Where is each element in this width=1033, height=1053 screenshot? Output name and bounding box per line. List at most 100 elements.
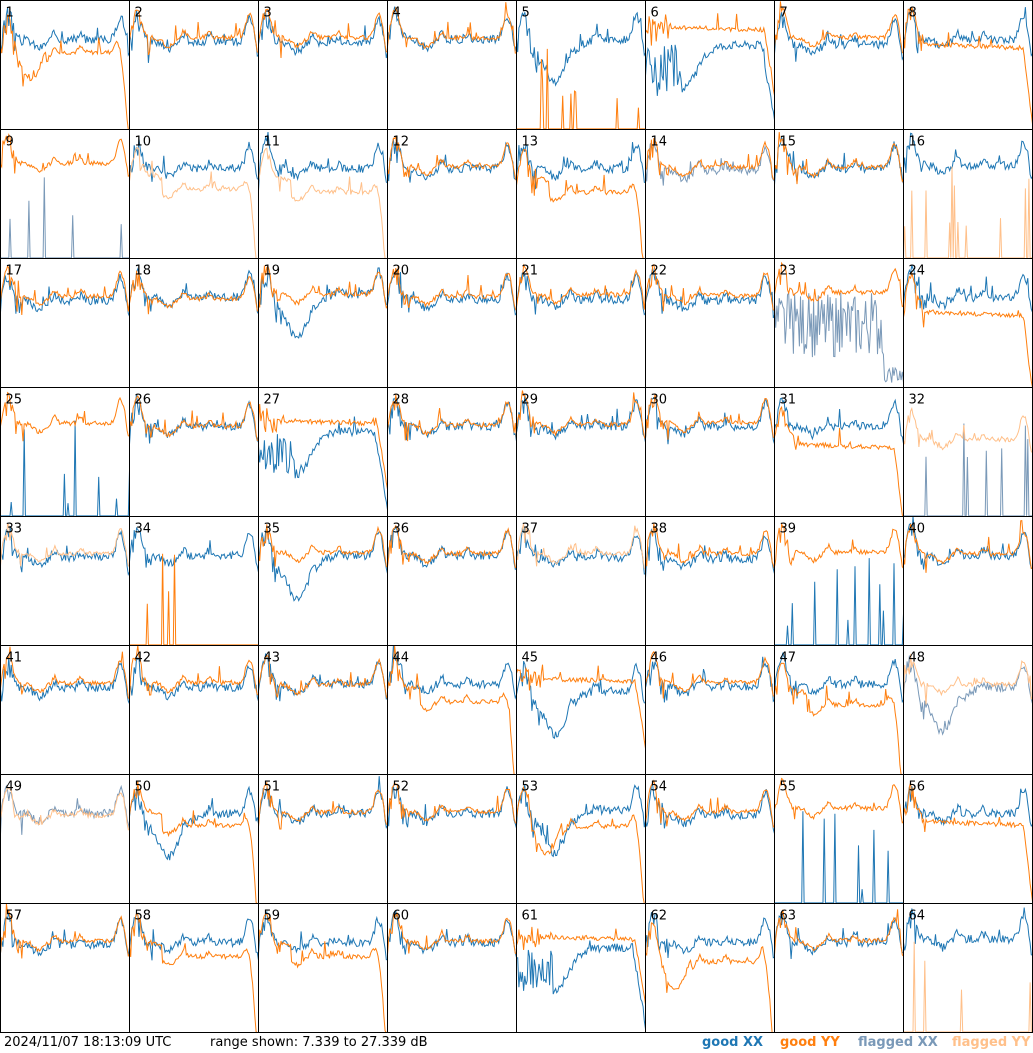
panel-43: 43	[258, 645, 388, 775]
series-yy-good	[774, 1, 904, 54]
panel-24: 24	[903, 258, 1033, 388]
series-yy-good	[645, 263, 775, 312]
panel-frame	[774, 0, 904, 130]
series-yy-good	[387, 912, 517, 955]
panel-number: 3	[264, 6, 272, 21]
panel-number: 28	[393, 393, 410, 408]
panel-47: 47	[774, 645, 904, 775]
panel-number: 14	[651, 135, 668, 150]
series-xx-good	[516, 142, 646, 190]
series-yy-good	[387, 645, 517, 775]
series-yy-good	[129, 553, 259, 646]
series-yy-good	[258, 913, 388, 1033]
series-yy-good	[516, 149, 646, 259]
series-xx-good	[516, 661, 646, 740]
legend-flagged-yy: flagged YY	[952, 1035, 1031, 1050]
panel-13: 13	[516, 129, 646, 259]
panel-number: 57	[6, 909, 23, 924]
panel-number: 35	[264, 522, 281, 537]
panel-16: 16	[903, 129, 1033, 259]
panel-number: 29	[522, 393, 539, 408]
series-yy-good	[129, 780, 259, 904]
panel-number: 31	[780, 393, 797, 408]
panel-number: 27	[264, 393, 281, 408]
panel-63: 63	[774, 903, 904, 1033]
panel-1: 1	[0, 0, 130, 130]
panel-2: 2	[129, 0, 259, 130]
series-yy-flagged	[129, 146, 259, 259]
series-xx-good	[774, 914, 904, 960]
series-xx-good	[129, 785, 259, 861]
series-xx-good	[645, 782, 775, 834]
series-yy-good	[258, 8, 388, 59]
series-xx-good	[645, 656, 775, 703]
series-yy-flagged	[516, 523, 646, 569]
panel-number: 24	[909, 264, 926, 279]
series-yy-good	[129, 270, 259, 315]
panel-36: 36	[387, 516, 517, 646]
panel-29: 29	[516, 387, 646, 517]
panel-number: 1	[6, 6, 14, 21]
series-xx-good	[645, 911, 775, 959]
legend-flagged-xx: flagged XX	[858, 1035, 938, 1050]
series-xx-good	[387, 6, 517, 53]
panel-20: 20	[387, 258, 517, 388]
panel-number: 26	[135, 393, 152, 408]
panel-44: 44	[387, 645, 517, 775]
series-xx-good	[774, 397, 904, 444]
panel-number: 16	[909, 135, 926, 150]
panel-52: 52	[387, 774, 517, 904]
panel-number: 40	[909, 522, 926, 537]
panel-53: 53	[516, 774, 646, 904]
panel-number: 15	[780, 135, 797, 150]
series-xx-good	[516, 527, 646, 575]
panel-number: 11	[264, 135, 281, 150]
panel-60: 60	[387, 903, 517, 1033]
series-xx-good	[903, 7, 1033, 57]
series-yy-good	[129, 645, 259, 699]
panel-38: 38	[645, 516, 775, 646]
series-yy-good	[387, 265, 517, 312]
series-xx-good	[516, 10, 646, 87]
panel-26: 26	[129, 387, 259, 517]
panel-31: 31	[774, 387, 904, 517]
panel-number: 49	[6, 780, 23, 795]
panel-frame	[258, 0, 388, 130]
panel-28: 28	[387, 387, 517, 517]
series-yy-good	[387, 135, 517, 182]
panel-58: 58	[129, 903, 259, 1033]
panel-number: 64	[909, 909, 926, 924]
panel-number: 36	[393, 522, 410, 537]
panel-number: 30	[651, 393, 668, 408]
series-yy-good	[387, 394, 517, 442]
series-xx-good	[129, 526, 259, 573]
panel-number: 34	[135, 522, 152, 537]
series-xx-flagged	[903, 655, 1033, 736]
series-yy-good	[516, 263, 646, 310]
series-yy-good	[903, 6, 1033, 125]
series-xx-good	[774, 558, 904, 646]
panel-27: 27	[258, 387, 388, 517]
series-yy-good	[387, 2, 517, 54]
panel-number: 17	[6, 264, 23, 279]
panel-number: 32	[909, 393, 926, 408]
panel-6: 6	[645, 0, 775, 130]
panel-59: 59	[258, 903, 388, 1033]
panel-54: 54	[645, 774, 775, 904]
footer-bar: 2024/11/07 18:13:09 UTC range shown: 7.3…	[0, 1033, 1033, 1053]
series-yy-good	[774, 777, 904, 824]
panel-number: 61	[522, 909, 539, 924]
panel-11: 11	[258, 129, 388, 259]
legend-good-yy: good YY	[780, 1035, 840, 1050]
series-yy-good	[645, 779, 775, 829]
series-yy-flagged	[0, 785, 130, 831]
panel-49: 49	[0, 774, 130, 904]
panel-number: 62	[651, 909, 668, 924]
series-xx-good	[258, 132, 388, 191]
panel-number: 45	[522, 651, 539, 666]
series-yy-good	[129, 9, 259, 56]
panel-number: 22	[651, 264, 668, 279]
panel-55: 55	[774, 774, 904, 904]
panel-number: 25	[6, 393, 23, 408]
panel-number: 52	[393, 780, 410, 795]
